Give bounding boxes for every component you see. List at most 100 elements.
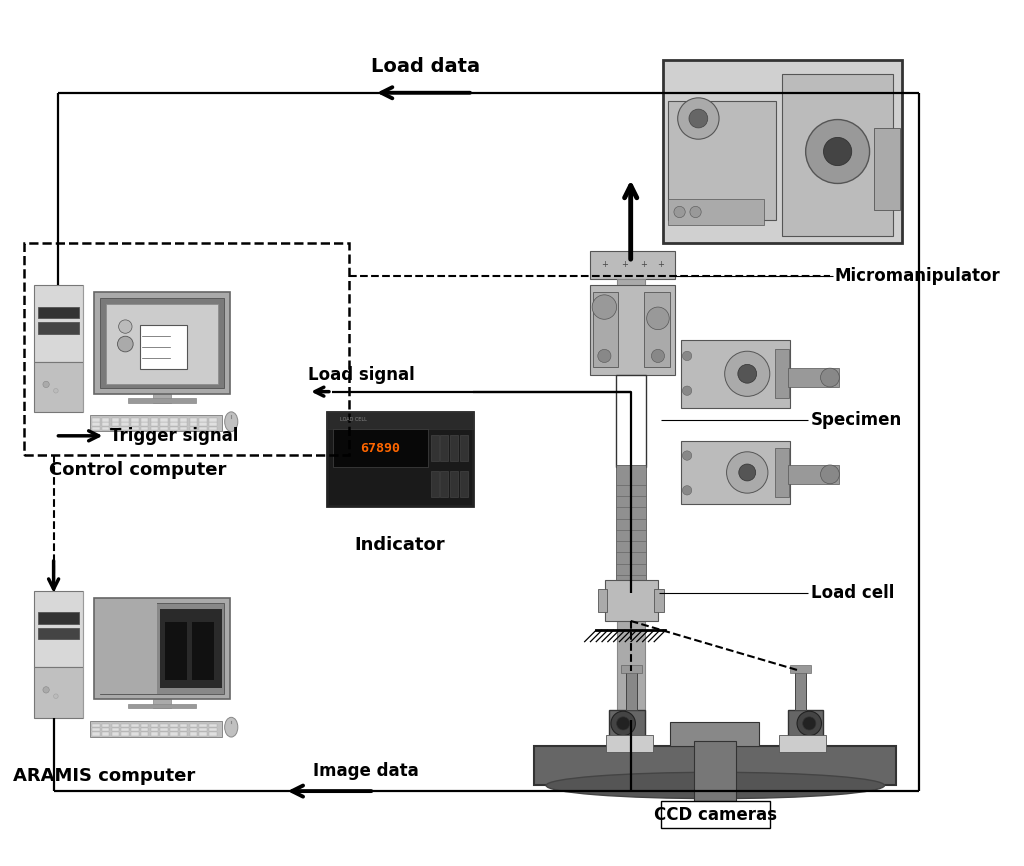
Circle shape	[682, 486, 692, 495]
Text: LOAD CELL: LOAD CELL	[340, 417, 367, 422]
Bar	[200, 418, 207, 422]
Text: Trigger signal: Trigger signal	[110, 427, 239, 445]
Bar	[100, 298, 224, 388]
Bar	[609, 710, 645, 737]
Bar	[141, 427, 148, 430]
Bar	[34, 591, 83, 667]
Bar	[606, 734, 653, 752]
Circle shape	[689, 109, 708, 128]
Text: ARAMIS computer: ARAMIS computer	[13, 766, 196, 785]
Bar	[669, 199, 764, 225]
Bar	[200, 728, 207, 732]
Text: +: +	[622, 261, 629, 269]
Bar	[161, 724, 168, 727]
Bar	[151, 732, 158, 735]
Bar	[161, 427, 168, 430]
Bar	[590, 250, 675, 279]
Bar	[102, 423, 110, 426]
Bar	[327, 412, 473, 430]
Bar	[654, 589, 664, 611]
Bar	[100, 604, 224, 694]
Bar	[787, 465, 840, 484]
Bar	[161, 728, 168, 732]
Ellipse shape	[224, 717, 238, 737]
Bar	[102, 418, 110, 422]
Bar	[141, 732, 148, 735]
Bar	[122, 423, 129, 426]
Bar	[327, 412, 473, 507]
Bar	[209, 724, 217, 727]
Bar	[333, 430, 428, 467]
Bar	[791, 665, 811, 673]
Bar	[873, 128, 900, 210]
Circle shape	[647, 307, 670, 330]
Bar	[38, 322, 79, 333]
Bar	[440, 435, 449, 462]
Circle shape	[611, 711, 636, 735]
Bar	[122, 427, 129, 430]
Bar	[590, 286, 675, 375]
Bar	[112, 724, 119, 727]
Text: +: +	[657, 261, 665, 269]
Bar	[90, 721, 222, 737]
Bar	[180, 724, 187, 727]
Bar	[180, 423, 187, 426]
Bar	[787, 710, 823, 737]
Bar	[92, 418, 99, 422]
Circle shape	[43, 381, 49, 388]
Bar	[693, 741, 736, 807]
Circle shape	[820, 465, 840, 484]
Circle shape	[118, 336, 133, 352]
Circle shape	[674, 206, 685, 217]
Bar	[189, 423, 198, 426]
Bar	[209, 427, 217, 430]
Bar	[102, 724, 110, 727]
Text: Control computer: Control computer	[48, 462, 226, 479]
Bar	[112, 732, 119, 735]
Bar	[200, 423, 207, 426]
Circle shape	[797, 711, 821, 735]
Bar	[615, 465, 646, 579]
Bar	[209, 418, 217, 422]
Bar	[161, 423, 168, 426]
Bar	[161, 418, 168, 422]
Bar	[122, 732, 129, 735]
Bar	[112, 423, 119, 426]
Bar	[140, 325, 186, 370]
Bar	[154, 394, 171, 403]
Circle shape	[651, 349, 665, 363]
Text: 67890: 67890	[360, 442, 400, 455]
Bar	[141, 724, 148, 727]
Bar	[180, 732, 187, 735]
Bar	[131, 427, 138, 430]
Bar	[141, 728, 148, 732]
Bar	[38, 612, 79, 624]
Bar	[100, 604, 158, 694]
Circle shape	[738, 365, 757, 383]
Bar	[180, 728, 187, 732]
Circle shape	[43, 687, 49, 693]
Circle shape	[725, 352, 770, 397]
Bar	[122, 724, 129, 727]
Bar	[180, 427, 187, 430]
Bar	[681, 340, 790, 408]
Bar	[775, 448, 788, 497]
Bar	[106, 304, 218, 384]
Bar	[170, 724, 178, 727]
Bar	[451, 470, 459, 497]
Bar	[598, 589, 607, 611]
Circle shape	[727, 452, 768, 493]
Bar	[430, 470, 438, 497]
Bar	[94, 293, 230, 394]
Bar	[92, 427, 99, 430]
Bar	[92, 728, 99, 732]
Bar	[170, 423, 178, 426]
Circle shape	[119, 320, 132, 333]
Bar	[34, 286, 83, 362]
Circle shape	[598, 349, 611, 363]
Bar	[189, 418, 198, 422]
Bar	[92, 423, 99, 426]
Bar	[161, 732, 168, 735]
Bar	[189, 732, 198, 735]
Bar	[165, 622, 187, 680]
